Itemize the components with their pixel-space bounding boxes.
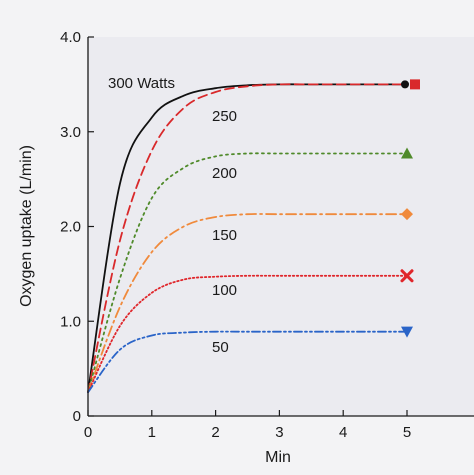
x-axis-title: Min: [265, 449, 291, 466]
y-tick-label: 3.0: [60, 124, 81, 141]
axis-layer: 0 1.0 2.0 3.0 4.0 0 1 2 3 4 5: [60, 29, 474, 441]
series-label-3: 200: [212, 165, 237, 182]
y-tick-label: 1.0: [60, 313, 81, 330]
series-marker-3: [401, 147, 413, 159]
series-line-2: [87, 83, 408, 394]
x-tick-label: 4: [339, 424, 347, 441]
series-label-1: 300 Watts: [108, 75, 175, 92]
series-marker-5: [400, 269, 414, 283]
series-marker-6: [401, 326, 413, 338]
y-tick-label: 2.0: [60, 219, 81, 236]
y-tick-label: 0: [73, 408, 81, 425]
y-tick-label: 4.0: [60, 29, 81, 46]
series-line-5: [87, 274, 408, 394]
plot-background: [88, 37, 474, 416]
series-line-1: [87, 83, 408, 394]
series-line-4: [87, 213, 408, 394]
x-tick-label: 2: [211, 424, 219, 441]
series-line-3: [87, 152, 408, 394]
series-marker-4: [401, 208, 413, 221]
series-marker-2: [410, 79, 420, 90]
label-layer: 300 Watts 250 200 150 100 50: [108, 75, 237, 356]
y-axis-title: Oxygen uptake (L/min): [18, 145, 35, 307]
series-label-6: 50: [212, 339, 229, 356]
series-line-6: [87, 330, 408, 394]
series-marker-1: [401, 80, 409, 89]
marker-layer: [400, 79, 420, 338]
series-label-5: 100: [212, 282, 237, 299]
x-tick-label: 1: [148, 424, 156, 441]
x-tick-label: 5: [403, 424, 411, 441]
series-layer: [87, 83, 408, 394]
x-tick-label: 0: [84, 424, 92, 441]
x-tick-label: 3: [275, 424, 283, 441]
series-label-4: 150: [212, 227, 237, 244]
series-label-2: 250: [212, 108, 237, 125]
